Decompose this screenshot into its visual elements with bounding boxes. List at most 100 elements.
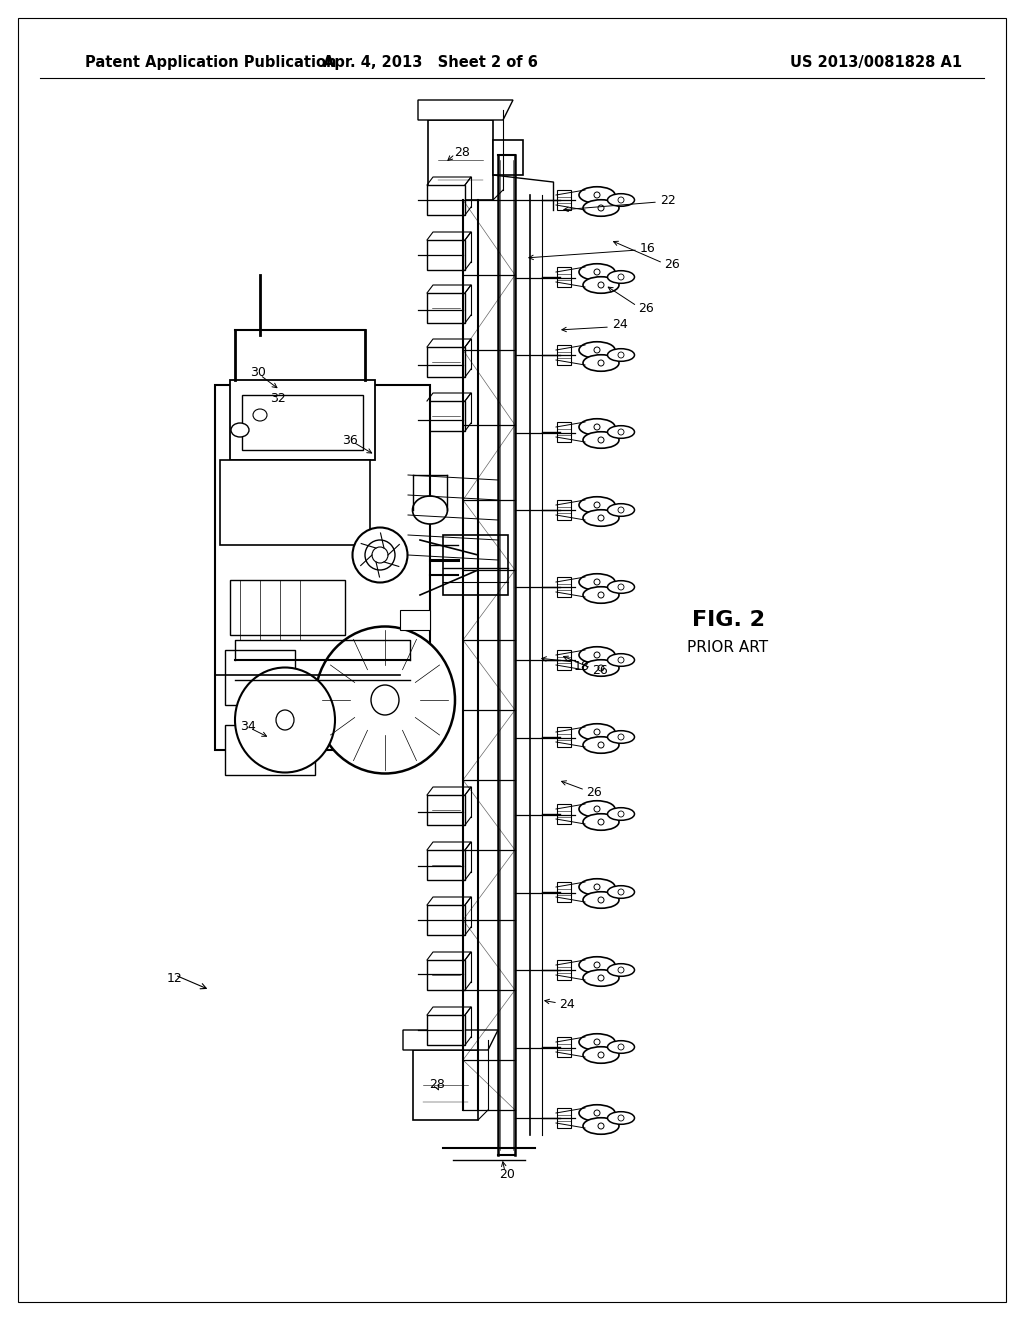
Circle shape [594, 807, 600, 812]
Text: PRIOR ART: PRIOR ART [687, 640, 769, 656]
Bar [428, 120, 493, 201]
Bar [427, 795, 465, 825]
Ellipse shape [607, 964, 635, 977]
Circle shape [618, 429, 624, 436]
Circle shape [594, 729, 600, 735]
Bar [413, 1049, 478, 1119]
Text: 28: 28 [454, 145, 470, 158]
Text: Patent Application Publication: Patent Application Publication [85, 54, 337, 70]
Bar [557, 727, 571, 747]
Circle shape [594, 884, 600, 890]
Bar [427, 401, 465, 432]
Circle shape [618, 734, 624, 741]
Text: 20: 20 [499, 1168, 515, 1181]
Polygon shape [418, 100, 513, 120]
Ellipse shape [234, 668, 335, 772]
Ellipse shape [352, 528, 408, 582]
Circle shape [598, 360, 604, 366]
Text: 24: 24 [612, 318, 628, 331]
Circle shape [598, 437, 604, 444]
Circle shape [618, 657, 624, 663]
Text: 26: 26 [638, 301, 654, 314]
Text: FIG. 2: FIG. 2 [691, 610, 765, 630]
Bar [557, 190, 571, 210]
Bar [427, 293, 465, 323]
Bar [220, 459, 370, 545]
Text: 26: 26 [592, 664, 608, 676]
Ellipse shape [276, 710, 294, 730]
Text: US 2013/0081828 A1: US 2013/0081828 A1 [790, 54, 963, 70]
Ellipse shape [583, 355, 618, 371]
Ellipse shape [579, 1034, 615, 1051]
Ellipse shape [579, 574, 615, 590]
Text: 24: 24 [559, 998, 574, 1011]
Circle shape [598, 1052, 604, 1059]
Bar [493, 140, 523, 176]
Circle shape [594, 579, 600, 585]
Ellipse shape [231, 422, 249, 437]
Ellipse shape [365, 540, 395, 570]
Circle shape [594, 269, 600, 275]
Ellipse shape [583, 970, 618, 986]
Circle shape [598, 665, 604, 671]
Ellipse shape [413, 496, 447, 524]
Ellipse shape [583, 660, 618, 676]
Circle shape [598, 515, 604, 521]
Ellipse shape [579, 879, 615, 895]
Circle shape [598, 975, 604, 981]
Bar [225, 725, 315, 775]
Bar [225, 649, 295, 705]
Ellipse shape [579, 342, 615, 358]
Ellipse shape [607, 886, 635, 899]
Text: 12: 12 [167, 972, 183, 985]
Text: 26: 26 [665, 259, 680, 272]
Ellipse shape [583, 510, 618, 527]
Ellipse shape [579, 264, 615, 280]
Bar [427, 850, 465, 880]
Bar [557, 422, 571, 442]
Ellipse shape [583, 892, 618, 908]
Ellipse shape [371, 685, 399, 715]
Ellipse shape [607, 425, 635, 438]
Ellipse shape [607, 348, 635, 362]
Ellipse shape [579, 496, 615, 513]
Ellipse shape [607, 581, 635, 593]
Ellipse shape [607, 1040, 635, 1053]
Text: Apr. 4, 2013   Sheet 2 of 6: Apr. 4, 2013 Sheet 2 of 6 [323, 54, 538, 70]
Bar [427, 240, 465, 271]
Circle shape [618, 583, 624, 590]
Bar [242, 395, 362, 450]
Circle shape [594, 424, 600, 430]
Ellipse shape [579, 801, 615, 817]
Bar [427, 906, 465, 935]
Bar [557, 500, 571, 520]
Ellipse shape [315, 627, 455, 774]
Bar [427, 960, 465, 990]
Ellipse shape [607, 808, 635, 820]
Circle shape [598, 742, 604, 748]
Text: 26: 26 [586, 785, 602, 799]
Circle shape [598, 898, 604, 903]
Ellipse shape [253, 409, 267, 421]
Ellipse shape [583, 737, 618, 754]
Polygon shape [403, 1030, 498, 1049]
Text: 18: 18 [574, 660, 590, 672]
Circle shape [618, 968, 624, 973]
Bar [427, 1015, 465, 1045]
Ellipse shape [607, 731, 635, 743]
Bar [215, 385, 430, 750]
Circle shape [598, 591, 604, 598]
Bar [400, 610, 430, 630]
Bar [557, 804, 571, 824]
Circle shape [598, 818, 604, 825]
Bar [427, 185, 465, 215]
Bar [557, 882, 571, 902]
Ellipse shape [579, 957, 615, 973]
Circle shape [594, 502, 600, 508]
Circle shape [618, 197, 624, 203]
Ellipse shape [607, 271, 635, 284]
Bar [557, 960, 571, 979]
Bar [230, 579, 345, 635]
Text: 28: 28 [429, 1078, 445, 1092]
Ellipse shape [607, 1111, 635, 1125]
